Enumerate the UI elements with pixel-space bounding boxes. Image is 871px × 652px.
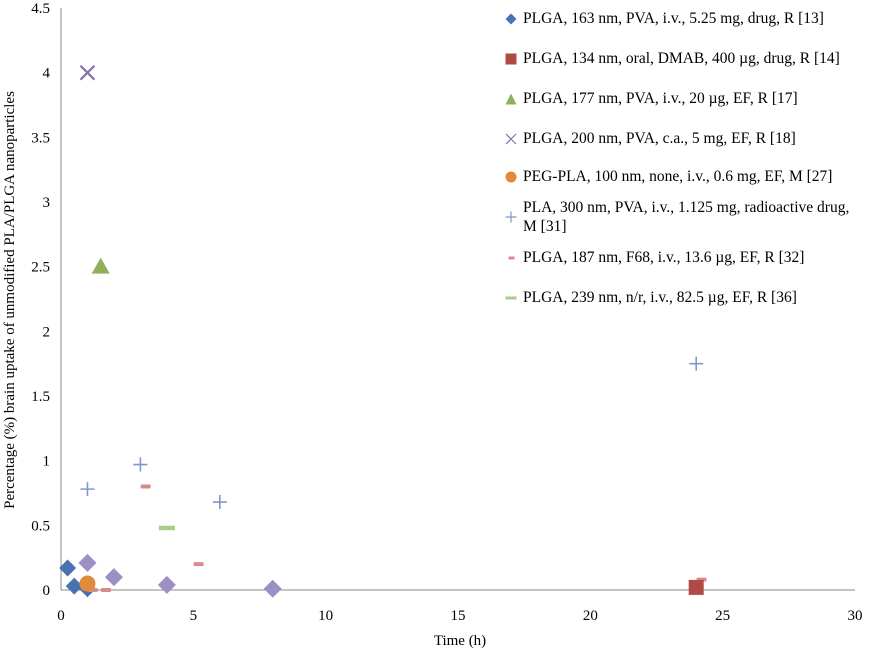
y-tick-label: 3.5 xyxy=(31,130,50,146)
diamond-point xyxy=(263,579,282,598)
diamond-marker-icon xyxy=(505,9,523,28)
legend-item: PEG-PLA, 100 nm, none, i.v., 0.6 mg, EF,… xyxy=(505,167,858,186)
long-dash-point xyxy=(158,525,175,531)
x-tick-labels: 0 5 10 15 20 25 30 xyxy=(57,608,862,624)
triangle-marker-icon xyxy=(505,89,523,108)
axes xyxy=(60,8,855,591)
y-tick-label: 4 xyxy=(43,66,51,82)
square-point xyxy=(688,579,704,595)
legend-item: PLGA, 200 nm, PVA, c.a., 5 mg, EF, R [18… xyxy=(505,129,858,148)
short-dash-point xyxy=(140,484,151,489)
diamond-point xyxy=(104,568,123,587)
legend-item: PLGA, 134 nm, oral, DMAB, 400 µg, drug, … xyxy=(505,49,858,68)
y-tick-label: 3 xyxy=(43,195,51,211)
square-marker-icon xyxy=(505,49,523,68)
short-dash-point xyxy=(100,588,111,592)
circle-point xyxy=(79,575,96,592)
y-tick-label: 1.5 xyxy=(31,389,50,405)
circle-marker-icon xyxy=(505,167,523,186)
legend-label: PLGA, 134 nm, oral, DMAB, 400 µg, drug, … xyxy=(523,50,840,67)
x-tick-label: 30 xyxy=(848,608,863,624)
x-tick-label: 5 xyxy=(190,608,198,624)
y-axis-title: Percentage (%) brain uptake of unmodifie… xyxy=(2,91,18,509)
y-tick-label: 2.5 xyxy=(31,260,50,276)
x-tick-label: 15 xyxy=(451,608,466,624)
x-marker-icon xyxy=(505,129,523,148)
legend-label: PLGA, 163 nm, PVA, i.v., 5.25 mg, drug, … xyxy=(523,10,824,27)
data-points xyxy=(59,64,707,598)
y-tick-label: 0 xyxy=(43,583,51,599)
x-tick-label: 0 xyxy=(57,608,65,624)
plus-point xyxy=(133,457,148,472)
x-tick-label: 25 xyxy=(715,608,730,624)
diamond-point xyxy=(59,559,77,577)
short-dash-marker-icon xyxy=(505,248,523,267)
legend-label: PLGA, 177 nm, PVA, i.v., 20 µg, EF, R [1… xyxy=(523,90,798,107)
legend-item: PLGA, 163 nm, PVA, i.v., 5.25 mg, drug, … xyxy=(505,9,858,28)
legend-label: PEG-PLA, 100 nm, none, i.v., 0.6 mg, EF,… xyxy=(523,168,833,185)
legend-label: PLGA, 200 nm, PVA, c.a., 5 mg, EF, R [18… xyxy=(523,130,796,147)
diamond-point xyxy=(157,575,176,594)
diamond-point xyxy=(78,553,97,572)
y-tick-label: 1 xyxy=(43,454,51,470)
legend-item: PLGA, 239 nm, n/r, i.v., 82.5 µg, EF, R … xyxy=(505,288,858,307)
x-point xyxy=(79,64,96,81)
legend-item: PLA, 300 nm, PVA, i.v., 1.125 mg, radioa… xyxy=(505,198,858,236)
plus-point xyxy=(80,482,95,497)
y-tick-label: 0.5 xyxy=(31,518,50,534)
x-tick-label: 10 xyxy=(318,608,333,624)
plus-marker-icon xyxy=(505,198,523,236)
legend-label: PLGA, 187 nm, F68, i.v., 13.6 µg, EF, R … xyxy=(523,249,805,266)
legend-label: PLGA, 239 nm, n/r, i.v., 82.5 µg, EF, R … xyxy=(523,289,797,306)
x-axis-title: Time (h) xyxy=(434,633,486,649)
plus-point xyxy=(212,495,227,510)
long-dash-marker-icon xyxy=(505,288,523,307)
legend-item: PLGA, 187 nm, F68, i.v., 13.6 µg, EF, R … xyxy=(505,248,858,267)
x-tick-label: 20 xyxy=(583,608,598,624)
y-tick-labels: 0 0.5 1 1.5 2 2.5 3 3.5 4 4.5 xyxy=(31,1,50,599)
triangle-point xyxy=(91,257,110,274)
plus-point xyxy=(689,356,704,371)
y-tick-label: 4.5 xyxy=(31,1,50,17)
legend-item: PLGA, 177 nm, PVA, i.v., 20 µg, EF, R [1… xyxy=(505,89,858,108)
y-tick-label: 2 xyxy=(43,324,51,340)
diamond-point xyxy=(65,577,83,595)
legend-label: PLA, 300 nm, PVA, i.v., 1.125 mg, radioa… xyxy=(523,199,850,235)
short-dash-point xyxy=(193,562,204,567)
